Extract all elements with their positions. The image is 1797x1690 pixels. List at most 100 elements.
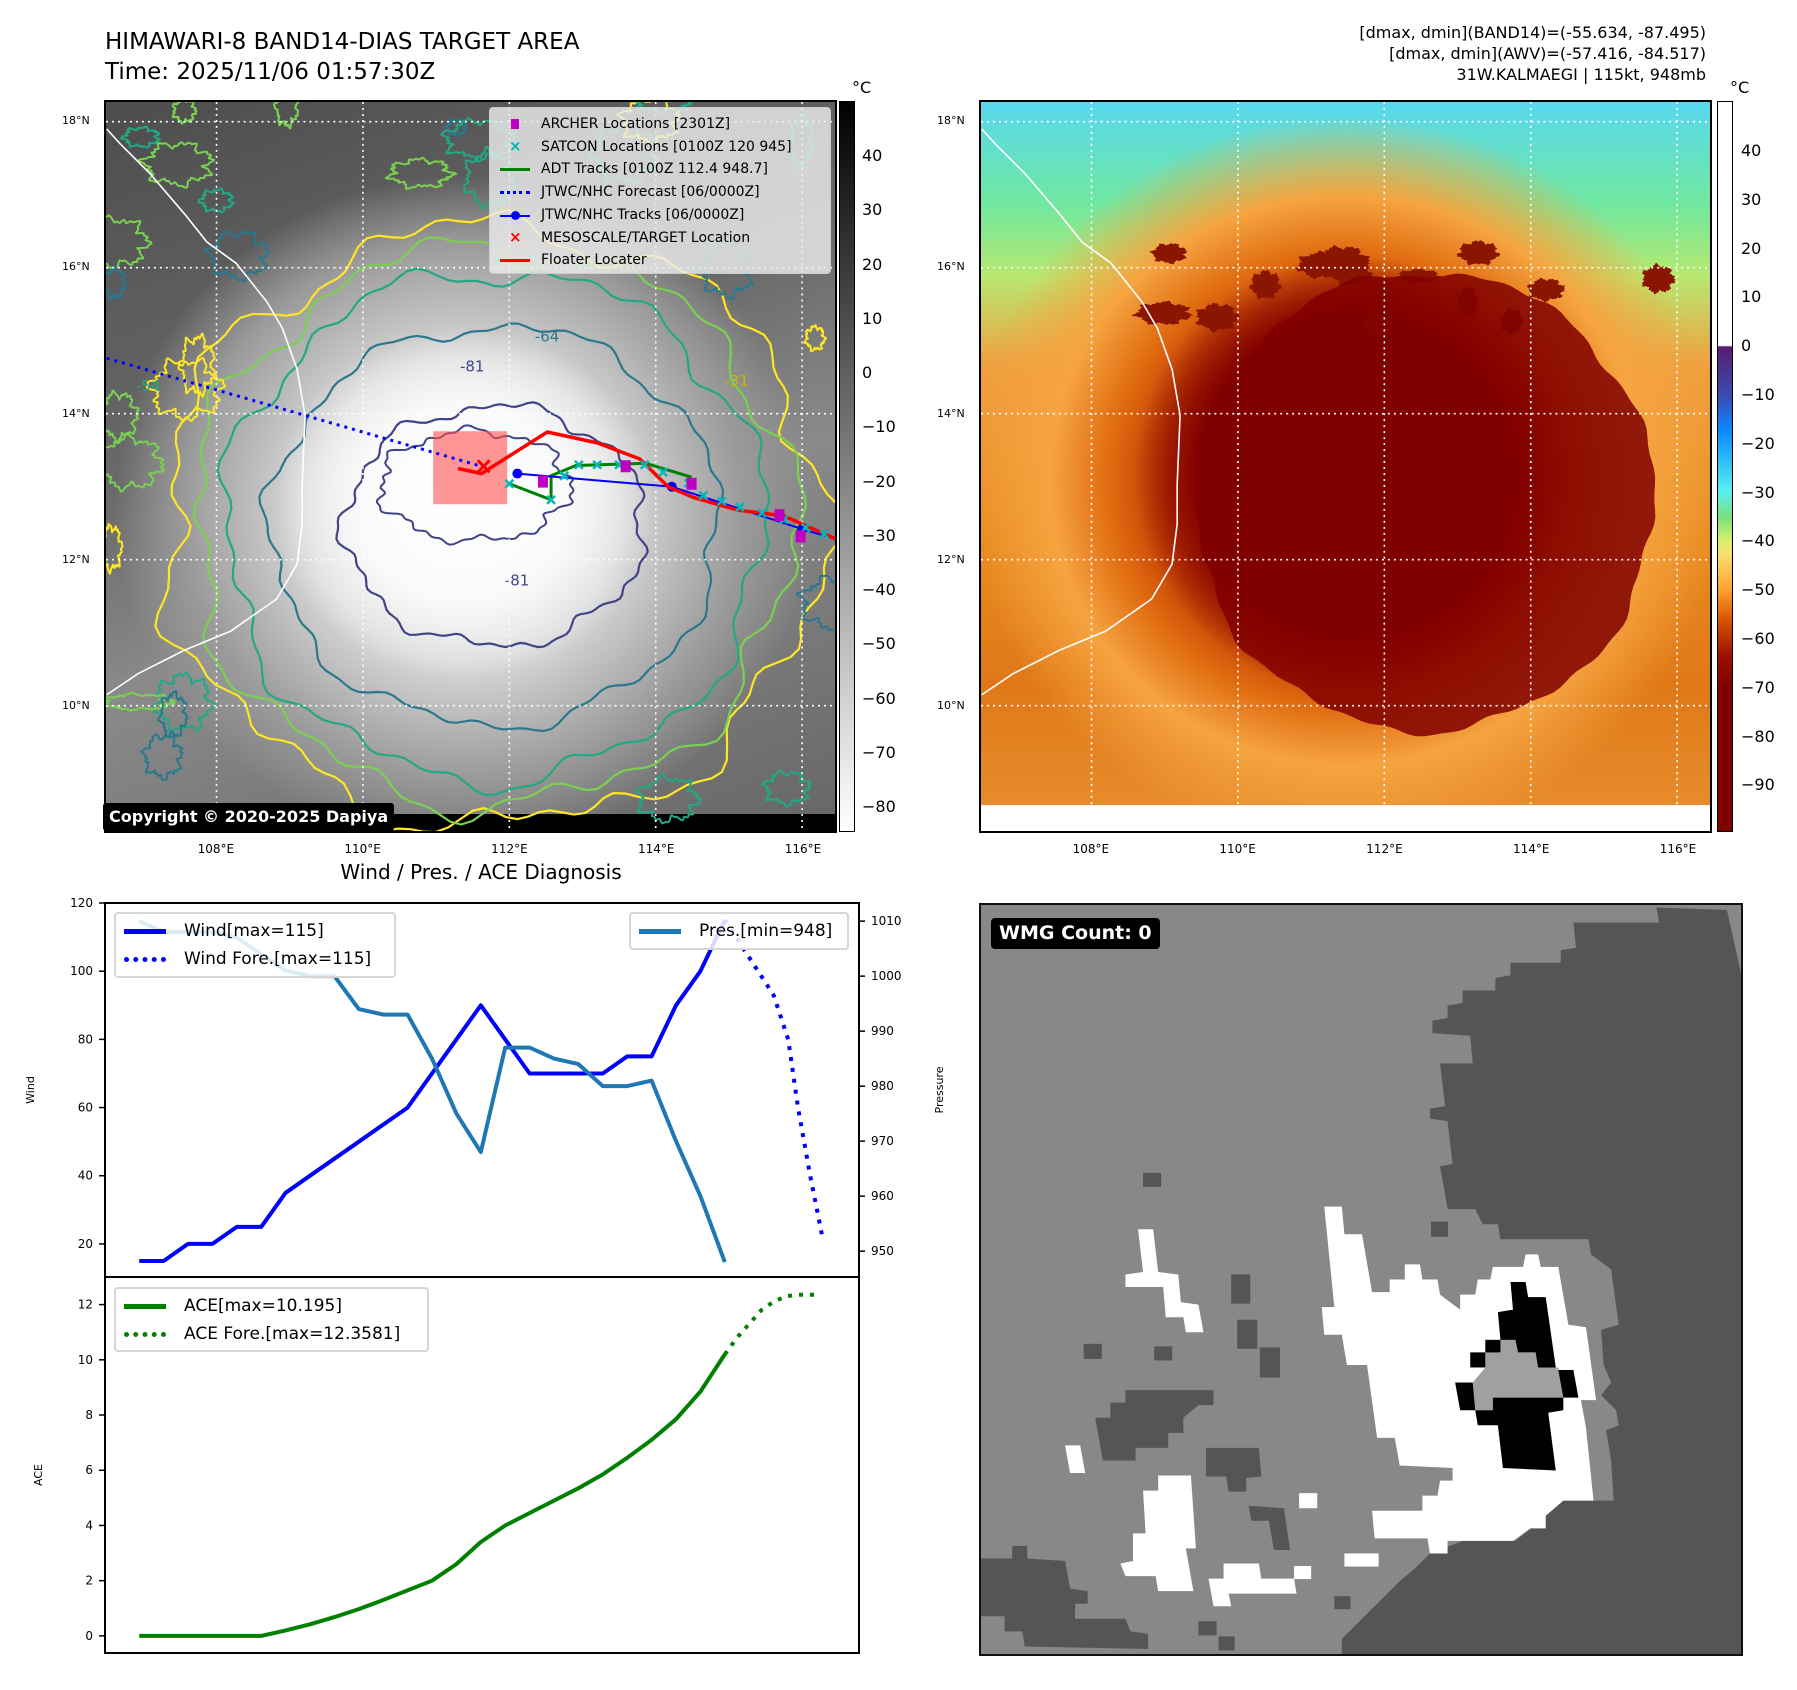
contour-line bbox=[192, 236, 808, 826]
adt-track bbox=[508, 461, 693, 502]
colorbar-tick-label: −30 bbox=[862, 525, 896, 545]
y-tick-label: 1000 bbox=[871, 969, 902, 983]
ace-axes-frame bbox=[104, 1276, 860, 1654]
series-line-1-0 bbox=[139, 1353, 727, 1638]
cold-cloud-cell bbox=[1131, 300, 1194, 325]
y-tick-label: 10 bbox=[78, 1353, 93, 1367]
contour-line bbox=[634, 773, 703, 825]
lat-tick-label: 12°N bbox=[937, 552, 965, 566]
y-tick-label: 120 bbox=[70, 896, 93, 910]
contour-line bbox=[106, 522, 124, 575]
jtwc-track-point bbox=[512, 468, 523, 479]
legend-label: Floater Locater bbox=[541, 252, 647, 269]
satcon-marker bbox=[756, 508, 767, 518]
contour-line bbox=[106, 265, 127, 301]
lat-tick-label: 14°N bbox=[937, 406, 965, 420]
map-title: HIMAWARI-8 BAND14-DIAS TARGET AREA bbox=[105, 29, 580, 55]
colorbar-tick-label: −60 bbox=[1741, 629, 1775, 648]
legend-item: ADT Tracks [0100Z 112.4 948.7] bbox=[490, 159, 830, 179]
contour-label: -81 bbox=[460, 357, 484, 375]
map-time: Time: 2025/11/06 01:57:30Z bbox=[105, 59, 436, 85]
y-tick-label: 20 bbox=[78, 1237, 93, 1251]
legend-line-dot-icon bbox=[500, 205, 530, 225]
satcon-marker bbox=[546, 494, 556, 505]
legend-item: Floater Locater bbox=[490, 250, 830, 270]
floater-box bbox=[433, 431, 508, 505]
wmg-count-badge: WMG Count: 0 bbox=[991, 918, 1160, 949]
colorbar-unit: °C bbox=[852, 78, 872, 97]
cold-cloud-cell bbox=[1249, 269, 1283, 300]
cold-cloud-cell bbox=[1195, 302, 1241, 333]
series-line-0-1 bbox=[723, 918, 825, 1238]
lat-tick-label: 10°N bbox=[62, 699, 90, 713]
colorbar-tick-label: −20 bbox=[862, 471, 896, 491]
legend-swatch bbox=[639, 928, 681, 934]
colorbar-tick-label: −70 bbox=[1741, 677, 1775, 697]
y-tick-label: 970 bbox=[871, 1134, 894, 1148]
contour-line bbox=[177, 332, 216, 398]
contour-line bbox=[106, 432, 166, 493]
wind-legend: Wind[max=115] Wind Fore.[max=115] bbox=[114, 912, 396, 978]
legend-square-icon bbox=[500, 114, 530, 134]
colorbar-enhanced bbox=[1717, 101, 1733, 832]
lon-tick-label: 116°E bbox=[1659, 842, 1697, 856]
info-line-band14: [dmax, dmin](BAND14)=(-55.634, -87.495) bbox=[1359, 23, 1706, 42]
satcon-marker bbox=[573, 459, 584, 470]
pressure-axis-label: Pressure bbox=[933, 1066, 946, 1113]
satcon-marker bbox=[819, 529, 829, 540]
y-tick-label: 12 bbox=[78, 1298, 93, 1312]
colorbar-tick-label: −30 bbox=[1741, 482, 1775, 502]
lon-tick-label: 114°E bbox=[637, 842, 675, 856]
contour-line bbox=[136, 141, 216, 189]
colorbar-tick-label: −80 bbox=[1741, 726, 1775, 746]
colorbar-tick-label: 0 bbox=[1741, 336, 1752, 356]
contour-line bbox=[258, 322, 725, 733]
lon-tick-label: 116°E bbox=[784, 842, 822, 856]
colorbar-tick-label: −40 bbox=[1741, 531, 1775, 551]
cold-cloud-cell bbox=[1526, 277, 1566, 303]
ace-axis-label: ACE bbox=[32, 1464, 45, 1486]
contour-line bbox=[151, 671, 217, 734]
coastline bbox=[106, 128, 306, 696]
colorbar-tick-label: 10 bbox=[1741, 287, 1762, 307]
colorbar-tick-label: −60 bbox=[862, 688, 896, 708]
archer-marker bbox=[686, 477, 697, 490]
contour-line bbox=[171, 102, 198, 125]
colorbar-tick-label: 30 bbox=[1741, 189, 1762, 209]
legend-label: MESOSCALE/TARGET Location bbox=[541, 229, 751, 246]
lat-tick-label: 12°N bbox=[62, 552, 90, 566]
colorbar-tick-label: 20 bbox=[862, 254, 883, 274]
colorbar-tick-label: −50 bbox=[862, 634, 896, 654]
y-tick-label: 60 bbox=[78, 1101, 93, 1115]
wind-pressure-ace-chart: 20 40 60 80 100 120 950 960 970 980 990 1000 1010 0 2 4… bbox=[24, 896, 946, 1654]
legend-swatch bbox=[124, 956, 166, 962]
lon-tick-label: 114°E bbox=[1512, 842, 1550, 856]
contour-label: -31 bbox=[724, 372, 748, 390]
legend-label: Wind[max=115] bbox=[184, 921, 324, 941]
legend-label: JTWC/NHC Forecast [06/0000Z] bbox=[541, 184, 760, 201]
legend-label: ACE[max=10.195] bbox=[184, 1296, 342, 1316]
contour-line bbox=[803, 323, 828, 353]
y-tick-label: 0 bbox=[85, 1629, 93, 1643]
satcon-marker bbox=[592, 459, 603, 470]
legend-item: × SATCON Locations [0100Z 120 945] bbox=[490, 137, 830, 157]
wind-axis-label: Wind bbox=[24, 1076, 37, 1104]
legend-ace: ACE[max=10.195] bbox=[124, 1293, 342, 1319]
chart-title: Wind / Pres. / ACE Diagnosis bbox=[340, 860, 622, 884]
color-ir-map-panel bbox=[979, 100, 1712, 833]
wmg-light-core bbox=[1472, 1339, 1564, 1411]
archer-marker bbox=[620, 460, 631, 473]
lat-tick-label: 16°N bbox=[937, 260, 965, 274]
y-tick-label: 8 bbox=[85, 1408, 93, 1422]
lat-tick-label: 18°N bbox=[937, 113, 965, 127]
satcon-marker bbox=[716, 496, 727, 507]
contour-line bbox=[273, 102, 300, 130]
contour-line bbox=[384, 156, 458, 190]
contour-line bbox=[197, 187, 236, 214]
info-line-awv: [dmax, dmin](AWV)=(-57.416, -84.517) bbox=[1389, 44, 1706, 63]
contour-line bbox=[119, 125, 162, 149]
archer-marker bbox=[538, 475, 548, 488]
legend-label: JTWC/NHC Tracks [06/0000Z] bbox=[541, 206, 745, 223]
archer-marker bbox=[774, 509, 785, 522]
contour-label: -81 bbox=[505, 572, 529, 590]
